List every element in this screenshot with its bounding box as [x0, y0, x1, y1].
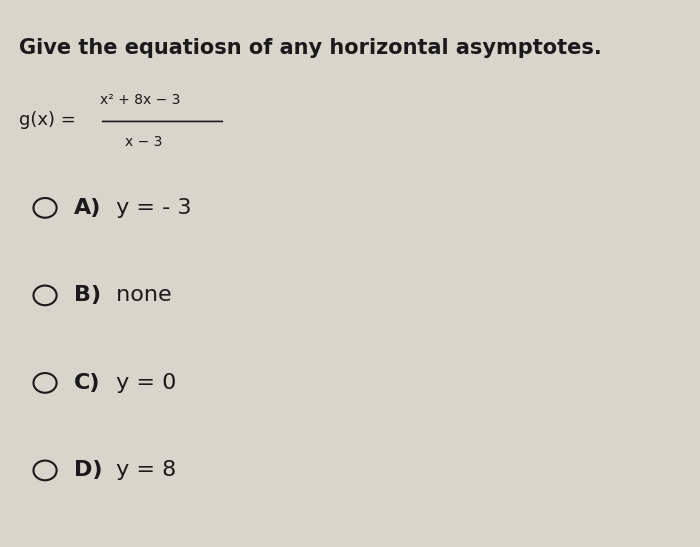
Text: D): D): [74, 461, 102, 480]
Text: y = 8: y = 8: [109, 461, 176, 480]
Text: g(x) =: g(x) =: [20, 112, 82, 129]
Text: none: none: [109, 286, 172, 305]
Text: x − 3: x − 3: [125, 135, 163, 149]
Text: B): B): [74, 286, 101, 305]
Text: y = - 3: y = - 3: [109, 198, 192, 218]
Text: x² + 8x − 3: x² + 8x − 3: [99, 92, 180, 107]
Text: y = 0: y = 0: [109, 373, 177, 393]
Text: A): A): [74, 198, 102, 218]
Text: C): C): [74, 373, 101, 393]
Text: Give the equatiosn of any horizontal asymptotes.: Give the equatiosn of any horizontal asy…: [20, 38, 602, 59]
